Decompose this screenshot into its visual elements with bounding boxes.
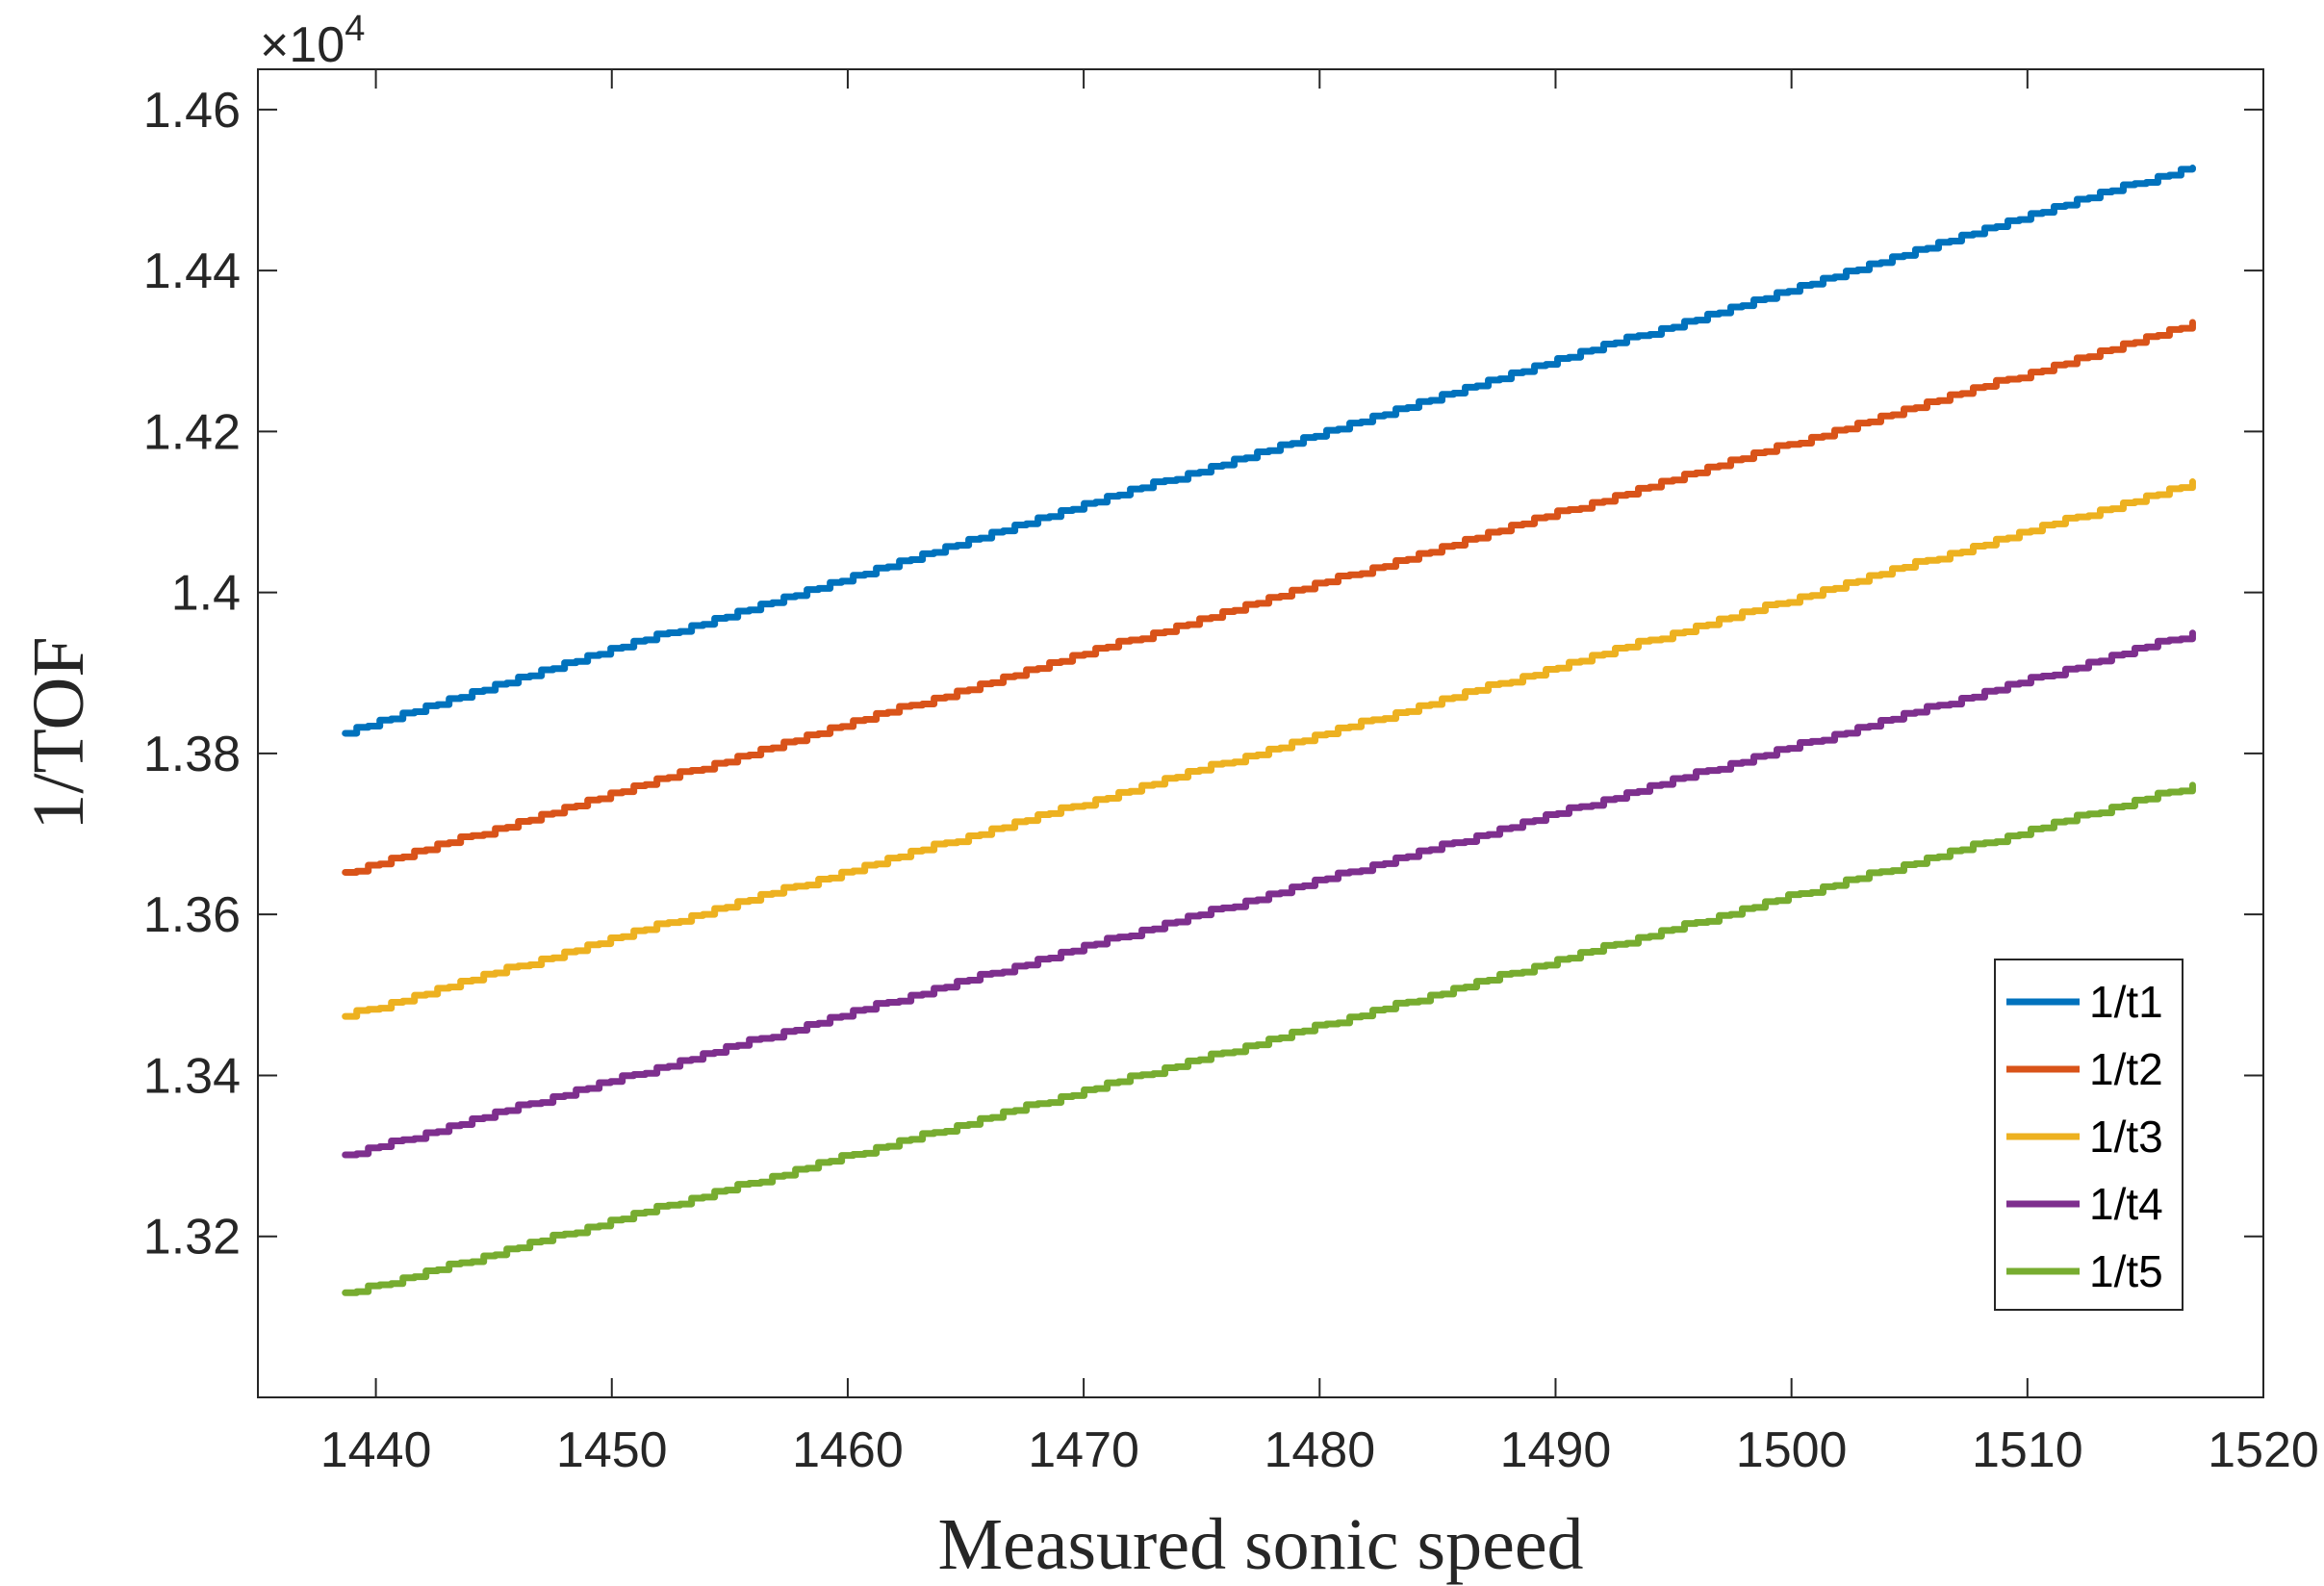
axis-labels: Measured sonic speed 1/TOF ×104 xyxy=(18,9,1584,1585)
x-tick-label: 1490 xyxy=(1500,1422,1612,1478)
y-axis-multiplier-base: ×10 xyxy=(260,17,345,73)
y-tick-label: 1.44 xyxy=(143,243,241,299)
legend-label-4: 1/t4 xyxy=(2089,1179,2163,1229)
x-axis-label: Measured sonic speed xyxy=(937,1504,1583,1585)
y-tick-label: 1.4 xyxy=(171,566,241,622)
x-tick-label: 1520 xyxy=(2208,1422,2319,1478)
y-tick-label: 1.42 xyxy=(143,404,241,460)
plot-area xyxy=(342,165,2196,1296)
y-axis-multiplier: ×104 xyxy=(260,9,365,73)
series-line-2 xyxy=(342,319,2196,876)
axis-ticks: 1440 1450 1460 1470 1480 1490 1500 1510 1520 1.32… xyxy=(143,69,2319,1478)
legend-label-2: 1/t2 xyxy=(2089,1044,2163,1094)
x-tick-label: 1460 xyxy=(792,1422,904,1478)
legend-label-1: 1/t1 xyxy=(2089,977,2163,1027)
axes-box xyxy=(257,68,2264,1398)
x-tick-label: 1480 xyxy=(1264,1422,1375,1478)
series-line-3 xyxy=(342,478,2196,1020)
y-tick-label: 1.32 xyxy=(143,1210,241,1266)
x-tick-label: 1440 xyxy=(320,1422,432,1478)
y-axis-multiplier-exponent: 4 xyxy=(345,9,365,49)
x-tick-label: 1510 xyxy=(1972,1422,2083,1478)
y-axis-label: 1/TOF xyxy=(18,636,99,830)
y-tick-label: 1.34 xyxy=(143,1048,241,1104)
x-tick-label: 1500 xyxy=(1736,1422,1848,1478)
x-tick-label: 1450 xyxy=(556,1422,668,1478)
legend-label-5: 1/t5 xyxy=(2089,1246,2163,1296)
series-line-4 xyxy=(342,629,2196,1159)
series-line-1 xyxy=(342,165,2196,737)
legend-label-3: 1/t3 xyxy=(2089,1112,2163,1162)
y-tick-label: 1.38 xyxy=(143,727,241,782)
legend: 1/t1 1/t2 1/t3 1/t4 1/t5 xyxy=(1994,959,2184,1311)
y-tick-label: 1.46 xyxy=(143,83,241,139)
x-tick-label: 1470 xyxy=(1028,1422,1139,1478)
y-tick-label: 1.36 xyxy=(143,887,241,943)
series-line-5 xyxy=(342,781,2196,1296)
